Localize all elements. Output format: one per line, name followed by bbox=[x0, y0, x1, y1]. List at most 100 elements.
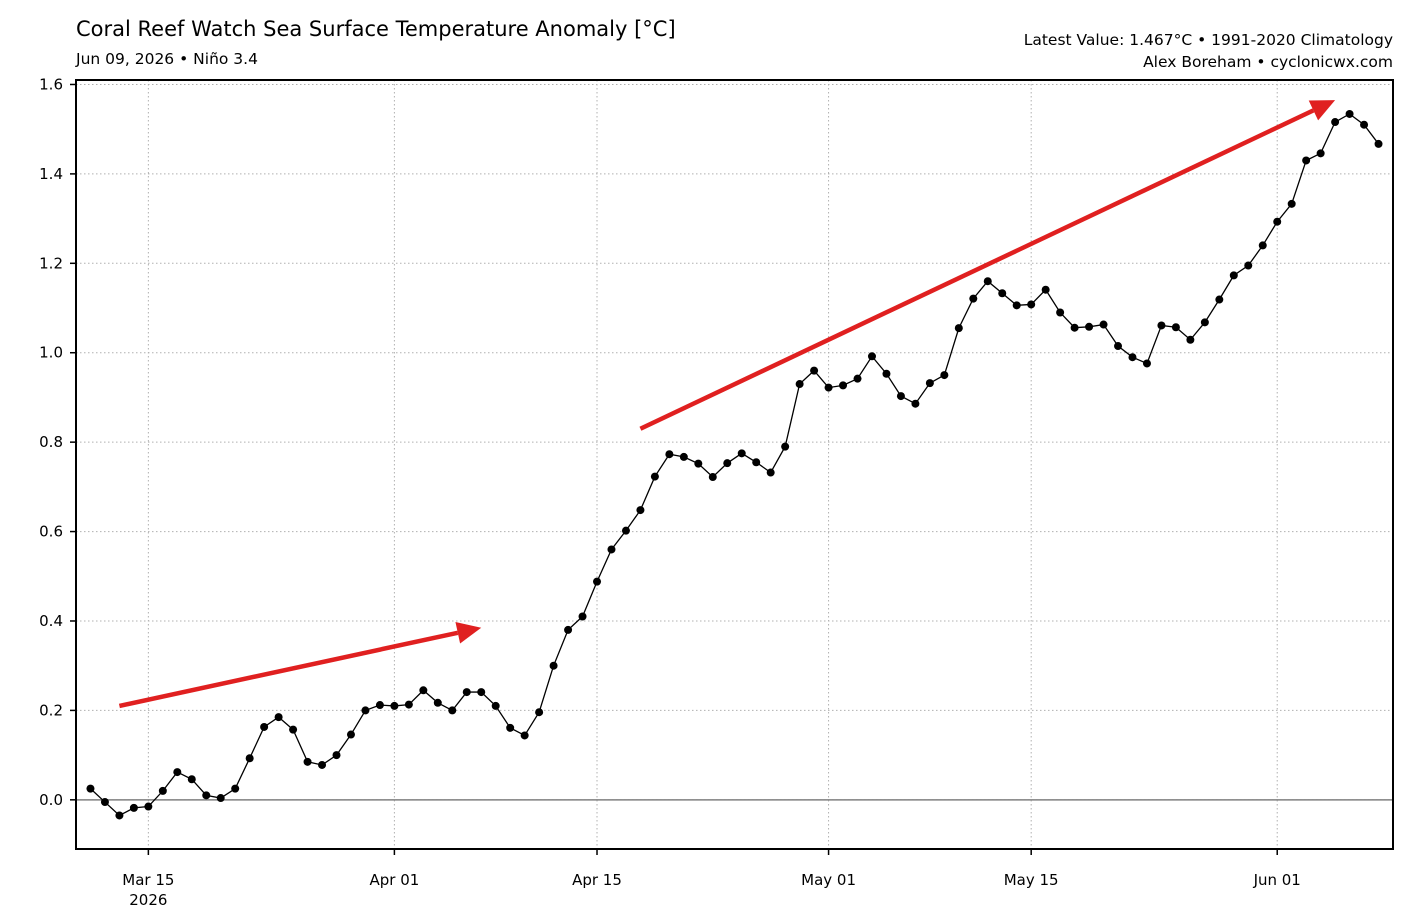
data-point bbox=[100, 798, 109, 807]
data-point bbox=[1027, 300, 1036, 309]
data-point bbox=[954, 324, 963, 333]
data-point bbox=[202, 791, 211, 800]
data-point bbox=[375, 701, 384, 710]
x-tick-label: Mar 15 bbox=[122, 871, 174, 889]
y-tick-label: 1.2 bbox=[39, 254, 63, 272]
x-tick-label: Apr 15 bbox=[572, 871, 622, 889]
data-point bbox=[911, 399, 920, 408]
data-point bbox=[752, 458, 761, 467]
data-point bbox=[1056, 308, 1065, 317]
data-point bbox=[231, 784, 240, 793]
chart-subtitle: Jun 09, 2026 • Niño 3.4 bbox=[76, 50, 258, 68]
data-point bbox=[144, 802, 153, 811]
data-point bbox=[506, 723, 515, 732]
data-point bbox=[390, 701, 399, 710]
data-point bbox=[173, 768, 182, 777]
data-point bbox=[289, 725, 298, 734]
data-point bbox=[477, 688, 486, 697]
data-point bbox=[318, 760, 327, 769]
data-point bbox=[578, 612, 587, 621]
data-point bbox=[1331, 118, 1340, 127]
data-point bbox=[158, 786, 167, 795]
y-tick-label: 0.0 bbox=[39, 791, 63, 809]
chart-info: Latest Value: 1.467°C • 1991-2020 Climat… bbox=[1024, 29, 1393, 73]
data-point bbox=[665, 450, 674, 459]
data-point bbox=[260, 722, 269, 731]
data-point bbox=[332, 751, 341, 760]
data-point bbox=[1171, 323, 1180, 332]
latest-value-text: Latest Value: 1.467°C • 1991-2020 Climat… bbox=[1023, 31, 1393, 49]
series-layer bbox=[86, 109, 1383, 820]
data-point bbox=[1041, 285, 1050, 294]
x-tick-sublabel: 2026 bbox=[129, 891, 167, 909]
y-tick-label: 0.8 bbox=[39, 433, 63, 451]
x-tick-label: May 15 bbox=[1004, 871, 1059, 889]
data-point bbox=[621, 526, 630, 535]
data-point bbox=[1302, 156, 1311, 165]
data-point bbox=[593, 577, 602, 586]
y-tick-label: 1.0 bbox=[39, 344, 63, 362]
data-point bbox=[737, 449, 746, 458]
x-tick-label: Jun 01 bbox=[1253, 871, 1301, 889]
data-point bbox=[274, 713, 283, 722]
data-point bbox=[462, 688, 471, 697]
data-point bbox=[549, 661, 558, 670]
trend-arrow-shaft bbox=[118, 630, 459, 709]
data-point bbox=[940, 371, 949, 380]
data-point bbox=[187, 775, 196, 784]
data-point bbox=[810, 366, 819, 375]
data-point bbox=[1273, 217, 1282, 226]
grid bbox=[76, 80, 1393, 849]
data-point bbox=[1099, 320, 1108, 329]
data-point bbox=[867, 352, 876, 361]
data-point bbox=[1186, 335, 1195, 344]
y-tick-label: 0.6 bbox=[39, 523, 63, 541]
data-point bbox=[1128, 353, 1137, 362]
x-tick-label: May 01 bbox=[801, 871, 856, 889]
data-point bbox=[882, 369, 891, 378]
data-point bbox=[607, 545, 616, 554]
data-point bbox=[839, 381, 848, 390]
trend-arrows bbox=[118, 100, 1336, 709]
data-point bbox=[1215, 295, 1224, 304]
data-point bbox=[129, 803, 138, 812]
data-point bbox=[1157, 321, 1166, 330]
data-point bbox=[564, 625, 573, 634]
data-point bbox=[1345, 109, 1354, 118]
data-point bbox=[1142, 359, 1151, 368]
plot-frame bbox=[75, 79, 1394, 850]
data-point bbox=[694, 459, 703, 468]
data-point bbox=[824, 383, 833, 392]
data-point bbox=[1316, 149, 1325, 158]
data-point bbox=[998, 289, 1007, 298]
data-point bbox=[216, 794, 225, 803]
data-point bbox=[708, 473, 717, 482]
data-point bbox=[1287, 199, 1296, 208]
data-point bbox=[491, 701, 500, 710]
data-point bbox=[419, 686, 428, 695]
data-point bbox=[636, 506, 645, 515]
data-point bbox=[115, 811, 124, 820]
trend-arrow-head bbox=[1308, 100, 1336, 121]
data-point bbox=[1085, 322, 1094, 331]
chart-title: Coral Reef Watch Sea Surface Temperature… bbox=[76, 17, 676, 41]
data-point bbox=[433, 698, 442, 707]
data-point bbox=[361, 706, 370, 715]
y-tick-label: 0.2 bbox=[39, 701, 63, 719]
data-point bbox=[86, 784, 95, 793]
y-tick-label: 1.6 bbox=[39, 75, 63, 93]
data-point bbox=[853, 374, 862, 383]
data-point bbox=[448, 706, 457, 715]
data-point bbox=[1012, 301, 1021, 310]
y-tick-label: 1.4 bbox=[39, 165, 63, 183]
data-point bbox=[766, 468, 775, 477]
data-point bbox=[679, 452, 688, 461]
data-point bbox=[983, 277, 992, 286]
data-point bbox=[1374, 139, 1383, 148]
data-point bbox=[346, 730, 355, 739]
trend-arrow-shaft bbox=[639, 108, 1315, 431]
data-point bbox=[1360, 120, 1369, 129]
data-point bbox=[1114, 342, 1123, 351]
data-point bbox=[1258, 241, 1267, 250]
